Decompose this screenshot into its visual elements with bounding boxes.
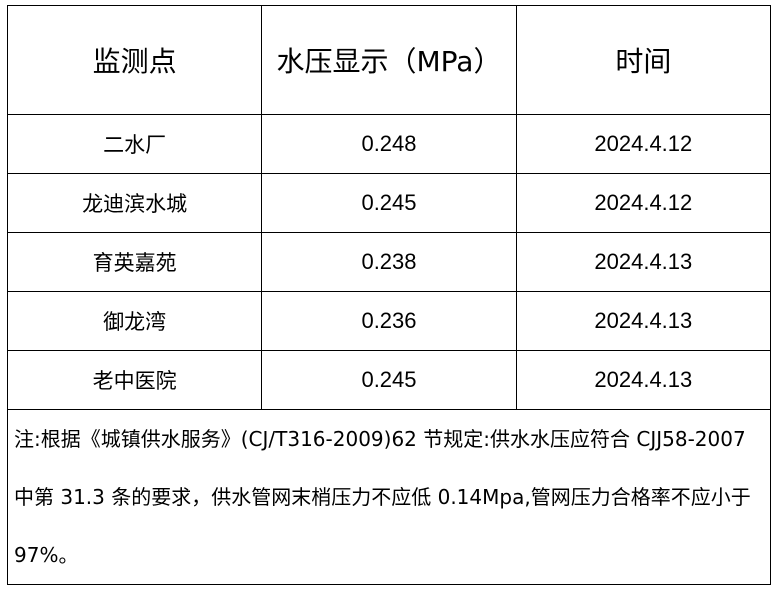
table-row: 老中医院 0.245 2024.4.13 <box>6 350 772 410</box>
site-cell: 龙迪滨水城 <box>6 173 263 233</box>
pressure-cell: 0.238 <box>261 232 517 292</box>
table-row: 育英嘉苑 0.238 2024.4.13 <box>6 232 772 292</box>
note-text: 注:根据《城镇供水服务》(CJ/T316-2009)62 节规定:供水水压应符合… <box>7 409 771 585</box>
header-row: 监测点 水压显示（MPa） 时间 <box>6 5 772 115</box>
header-pressure: 水压显示（MPa） <box>261 5 517 115</box>
date-cell: 2024.4.12 <box>515 114 772 174</box>
header-site: 监测点 <box>6 5 263 115</box>
header-date: 时间 <box>515 5 772 115</box>
pressure-cell: 0.236 <box>261 291 517 351</box>
site-cell: 二水厂 <box>6 114 263 174</box>
site-cell: 育英嘉苑 <box>6 232 263 292</box>
water-pressure-table: 监测点 水压显示（MPa） 时间 二水厂 0.248 2024.4.12 龙迪滨… <box>6 5 772 585</box>
site-cell: 御龙湾 <box>6 291 263 351</box>
date-cell: 2024.4.13 <box>515 291 772 351</box>
pressure-cell: 0.245 <box>261 173 517 233</box>
table-row: 御龙湾 0.236 2024.4.13 <box>6 291 772 351</box>
table-row: 龙迪滨水城 0.245 2024.4.12 <box>6 173 772 233</box>
date-cell: 2024.4.12 <box>515 173 772 233</box>
date-cell: 2024.4.13 <box>515 350 772 410</box>
site-cell: 老中医院 <box>6 350 263 410</box>
note-row: 注:根据《城镇供水服务》(CJ/T316-2009)62 节规定:供水水压应符合… <box>7 409 771 585</box>
table-row: 二水厂 0.248 2024.4.12 <box>6 114 772 174</box>
pressure-cell: 0.245 <box>261 350 517 410</box>
date-cell: 2024.4.13 <box>515 232 772 292</box>
pressure-cell: 0.248 <box>261 114 517 174</box>
